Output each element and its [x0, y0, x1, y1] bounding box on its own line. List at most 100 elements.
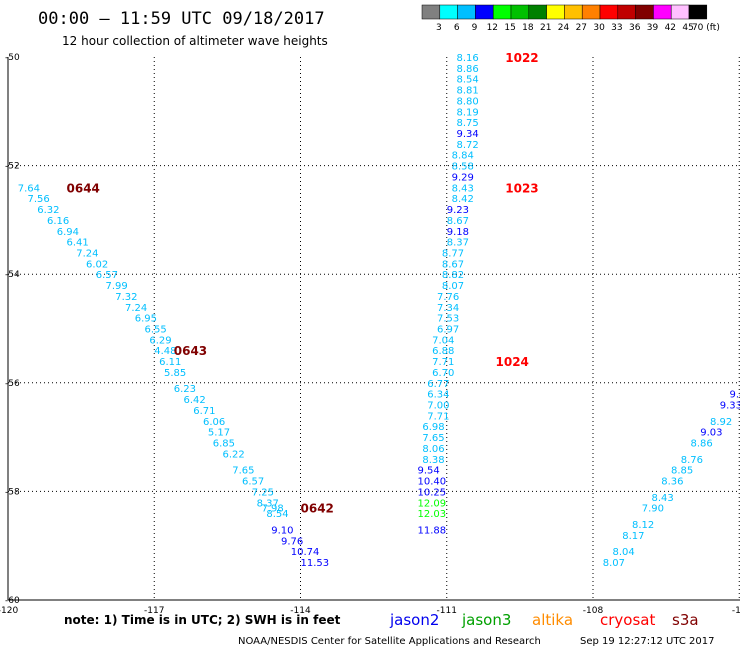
colorbar-label: 6: [454, 23, 460, 33]
swh-value-label: 10.74: [291, 547, 320, 558]
swh-value-label: 7.64: [18, 183, 40, 194]
x-tick-label: -111: [437, 606, 457, 616]
swh-value-label: 8.54: [266, 509, 288, 520]
swh-value-label: 8.36: [661, 477, 683, 488]
colorbar-label: 30: [593, 23, 605, 33]
swh-value-label: 5.17: [208, 428, 230, 439]
colorbar-label: 27: [576, 23, 587, 33]
swh-value-label: 6.57: [242, 477, 264, 488]
swh-value-label: 7.90: [642, 504, 664, 515]
swh-value-label: 8.43: [652, 493, 674, 504]
swh-value-label: 8.54: [457, 75, 479, 86]
swh-value-label: 6.29: [149, 335, 171, 346]
swh-value-label: 8.58: [452, 162, 474, 173]
pass-id-label: 0644: [67, 181, 100, 195]
swh-value-label: 9.87: [730, 390, 740, 401]
swh-value-label: 8.06: [422, 444, 444, 455]
swh-value-label: 12.03: [418, 509, 447, 520]
swh-value-label: 8.86: [691, 439, 713, 450]
colorbar-label: 3: [436, 23, 442, 33]
colorbar-label: 36: [629, 23, 641, 33]
y-tick-label: -52: [5, 162, 20, 172]
swh-value-label: 7.76: [437, 292, 459, 303]
colorbar-swatch: [546, 4, 565, 20]
plot-grid: [8, 57, 740, 600]
x-tick-label: -120: [0, 606, 18, 616]
swh-value-label: 7.99: [106, 281, 128, 292]
swh-value-label: 7.04: [432, 335, 454, 346]
swh-value-label: 9.23: [447, 205, 469, 216]
swh-value-label: 7.98: [262, 504, 284, 515]
satellite-legend-item: jason3: [461, 611, 511, 629]
colorbar-label: 12: [487, 23, 498, 33]
swh-value-label: 7.32: [115, 292, 137, 303]
swh-value-label: 6.70: [432, 368, 454, 379]
swh-value-label: 7.56: [28, 194, 50, 205]
swh-value-label: 6.97: [437, 325, 459, 336]
swh-value-label: 6.55: [145, 325, 167, 336]
colorbar-label: 70 (ft): [692, 23, 720, 33]
swh-value-label: 8.42: [452, 194, 474, 205]
colorbar-label: 9: [472, 23, 478, 33]
swh-value-label: 8.37: [447, 238, 469, 249]
colorbar-label: 33: [611, 23, 622, 33]
colorbar-swatch: [688, 4, 708, 20]
swh-value-label: 9.18: [447, 227, 469, 238]
colorbar-swatch: [475, 4, 494, 20]
x-tick-label: -117: [144, 606, 164, 616]
swh-value-label: 9.33: [720, 401, 740, 412]
swh-value-label: 6.16: [47, 216, 69, 227]
colorbar-swatch: [653, 4, 672, 20]
colorbar-swatch: [421, 4, 441, 20]
swh-value-label: 12.09: [418, 498, 447, 509]
swh-value-label: 8.37: [257, 498, 279, 509]
swh-value-label: 11.53: [301, 558, 330, 569]
swh-value-label: 6.42: [184, 395, 206, 406]
swh-value-label: 7.65: [232, 466, 254, 477]
colorbar-swatch: [510, 4, 530, 20]
swh-value-label: 7.71: [427, 411, 449, 422]
swh-value-label: 6.71: [193, 406, 215, 417]
swh-value-label: 6.94: [57, 227, 79, 238]
swh-value-label: 8.17: [622, 531, 644, 542]
swh-value-label: 7.25: [252, 487, 274, 498]
x-tick-label: -114: [290, 606, 311, 616]
colorbar-label: 42: [665, 23, 676, 33]
swh-value-label: 6.41: [67, 238, 89, 249]
swh-value-label: 6.77: [427, 379, 449, 390]
x-tick-label: -10: [732, 606, 740, 616]
swh-value-label: 8.43: [452, 183, 474, 194]
swh-value-label: 8.04: [613, 547, 635, 558]
swh-value-label: 8.80: [457, 96, 479, 107]
footer-credit: NOAA/NESDIS Center for Satellite Applica…: [238, 636, 541, 647]
swh-value-label: 9.03: [700, 428, 722, 439]
colorbar-swatch: [439, 4, 458, 20]
colorbar-label: 39: [647, 23, 659, 33]
colorbar-swatch: [457, 4, 476, 20]
swh-value-label: 8.76: [681, 455, 703, 466]
swh-value-label: 6.11: [159, 357, 181, 368]
pass-id-label: 0642: [301, 502, 334, 516]
swh-value-label: 7.24: [76, 248, 98, 259]
swh-value-label: 8.16: [457, 53, 479, 64]
chart-title: 00:00 — 11:59 UTC 09/18/2017: [38, 9, 325, 29]
satellite-legend-item: s3a: [672, 611, 699, 629]
colorbar-swatch: [670, 4, 690, 20]
swh-value-label: 8.92: [710, 417, 732, 428]
swh-value-label: 6.02: [86, 259, 108, 270]
satellite-legend-item: altika: [532, 611, 573, 629]
swh-value-label: 6.98: [422, 422, 444, 433]
x-tick-label: -108: [583, 606, 604, 616]
colorbar-label: 45: [682, 23, 693, 33]
colorbar-label: 18: [522, 23, 534, 33]
y-tick-label: -58: [5, 487, 20, 497]
satellite-legend: jason2 jason3 altika cryosat s3a: [389, 611, 699, 629]
pass-id-label: 1022: [505, 51, 538, 65]
colorbar-swatch: [528, 4, 547, 20]
swh-value-label: 8.19: [457, 107, 479, 118]
colorbar-swatch: [492, 4, 512, 20]
swh-value-label: 6.34: [427, 390, 449, 401]
swh-value-label: 8.12: [632, 520, 654, 531]
